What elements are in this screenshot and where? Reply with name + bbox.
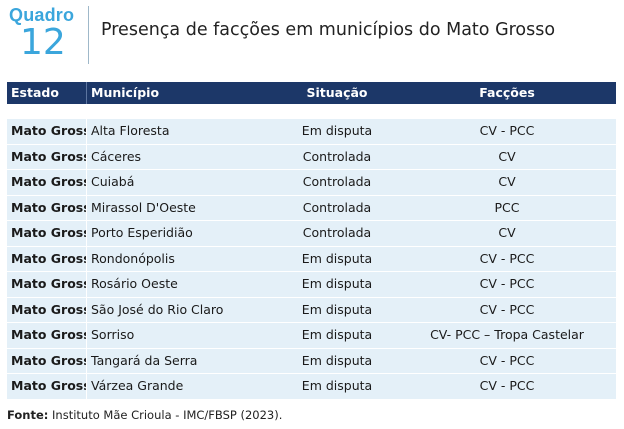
source-text: Instituto Mãe Crioula - IMC/FBSP (2023). bbox=[48, 408, 283, 422]
cell-faccoes: PCC bbox=[494, 199, 520, 215]
column-header-municipio: Município bbox=[86, 82, 276, 104]
cell-estado: Mato Grosso bbox=[11, 250, 86, 266]
cell-situacao: Em disputa bbox=[301, 123, 373, 138]
cell-situacao: Em disputa bbox=[301, 276, 373, 291]
cell-situacao: Em disputa bbox=[301, 327, 373, 342]
cell-faccoes: CV bbox=[498, 174, 516, 189]
cell-faccoes: CV - PCC bbox=[479, 250, 535, 266]
cell-municipio: Rosário Oeste bbox=[86, 272, 276, 297]
source-note: Fonte: Instituto Mãe Crioula - IMC/FBSP … bbox=[7, 408, 282, 422]
figure-title: Presença de facções em municípios do Mat… bbox=[101, 20, 556, 40]
cell-estado: Mato Grosso bbox=[11, 123, 86, 138]
cell-faccoes: CV - PCC bbox=[479, 276, 535, 291]
quadro-label: Quadro bbox=[9, 5, 75, 25]
cell-municipio: Várzea Grande bbox=[86, 374, 276, 399]
column-header-faccoes: Facções bbox=[479, 85, 535, 100]
table-row: Mato GrossoRondonópolis Em disputa CV - PC… bbox=[7, 246, 616, 272]
cell-municipio: Mirassol D'Oeste bbox=[86, 195, 276, 220]
cell-municipio: São José do Rio Claro bbox=[86, 297, 276, 322]
cell-estado: Mato Grosso bbox=[11, 174, 86, 189]
cell-municipio: Cáceres bbox=[86, 144, 276, 169]
cell-situacao: Em disputa bbox=[301, 352, 373, 368]
cell-estado: Mato Grosso bbox=[11, 148, 86, 164]
quadro-number: 12 bbox=[20, 22, 66, 63]
cell-estado: Mato Grosso bbox=[11, 378, 86, 393]
header-spacer bbox=[7, 104, 616, 119]
header-divider bbox=[88, 6, 89, 64]
cell-faccoes: CV- PCC – Tropa Castelar bbox=[430, 327, 584, 342]
cell-faccoes: CV - PCC bbox=[479, 352, 535, 368]
cell-estado: Mato Grosso bbox=[11, 199, 86, 215]
cell-faccoes: CV bbox=[498, 225, 516, 240]
cell-faccoes: CV - PCC bbox=[479, 123, 535, 138]
cell-situacao: Em disputa bbox=[301, 301, 373, 317]
table-row: Mato GrossoSorriso Em disputa CV- PCC – Tr… bbox=[7, 323, 616, 349]
figure-header: Quadro 12 Presença de facções em municíp… bbox=[0, 0, 624, 72]
table-row: Mato GrossoMirassol D'Oeste Controlada PCC bbox=[7, 195, 616, 221]
cell-municipio: Porto Esperidião bbox=[86, 221, 276, 246]
cell-faccoes: CV bbox=[498, 148, 516, 164]
column-header-situacao: Situação bbox=[306, 85, 368, 100]
column-header-estado: Estado bbox=[11, 85, 59, 100]
table-header-row: Estado Município Situação Facções bbox=[7, 82, 616, 104]
cell-situacao: Controlada bbox=[302, 225, 372, 240]
cell-faccoes: CV - PCC bbox=[479, 301, 535, 317]
cell-estado: Mato Grosso bbox=[11, 225, 86, 240]
table-row: Mato GrossoRosário Oeste Em disputa CV - P… bbox=[7, 272, 616, 298]
cell-municipio: Rondonópolis bbox=[86, 246, 276, 271]
cell-municipio: Alta Floresta bbox=[86, 119, 276, 144]
table-row: Mato GrossoPorto Esperidião Controlada CV bbox=[7, 221, 616, 247]
cell-situacao: Controlada bbox=[302, 148, 372, 164]
table-row: Mato GrossoTangará da Serra Em disputa CV … bbox=[7, 348, 616, 374]
table-row: Mato GrossoCuiabá Controlada CV bbox=[7, 170, 616, 196]
table-row: Mato GrossoSão José do Rio Claro Em dispu… bbox=[7, 297, 616, 323]
cell-faccoes: CV - PCC bbox=[479, 378, 535, 393]
table-row: Mato GrossoVárzea Grande Em disputa CV - P… bbox=[7, 374, 616, 400]
cell-municipio: Cuiabá bbox=[86, 170, 276, 195]
factions-table: Estado Município Situação Facções Mato G… bbox=[7, 82, 616, 400]
source-label: Fonte: bbox=[7, 408, 49, 422]
cell-situacao: Controlada bbox=[302, 199, 372, 215]
cell-municipio: Sorriso bbox=[86, 323, 276, 348]
table-row: Mato GrossoCáceres Controlada CV bbox=[7, 144, 616, 170]
cell-estado: Mato Grosso bbox=[11, 327, 86, 342]
table-row: Mato GrossoAlta Floresta Em disputa CV - P… bbox=[7, 119, 616, 145]
cell-municipio: Tangará da Serra bbox=[86, 348, 276, 373]
cell-situacao: Em disputa bbox=[301, 378, 373, 393]
cell-situacao: Controlada bbox=[302, 174, 372, 189]
cell-situacao: Em disputa bbox=[301, 250, 373, 266]
cell-estado: Mato Grosso bbox=[11, 352, 86, 368]
cell-estado: Mato Grosso bbox=[11, 276, 86, 291]
cell-estado: Mato Grosso bbox=[11, 301, 86, 317]
